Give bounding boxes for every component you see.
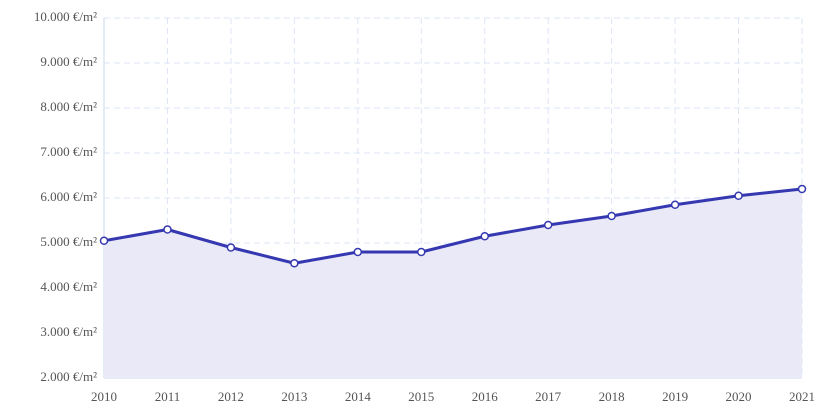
x-tick-label: 2012: [218, 389, 244, 404]
point: [480, 232, 489, 241]
point: [543, 220, 553, 230]
y-tick-label: 5.000 €/m²: [40, 234, 97, 249]
x-tick-label: 2014: [345, 389, 372, 404]
x-tick-label: 2016: [472, 389, 499, 404]
x-tick-label: 2018: [599, 389, 625, 404]
y-tick-label: 8.000 €/m²: [40, 99, 97, 114]
x-tick-label: 2013: [281, 389, 307, 404]
y-tick-label: 9.000 €/m²: [40, 54, 97, 69]
point: [353, 247, 363, 257]
point: [417, 247, 426, 257]
point: [226, 243, 236, 252]
y-tick-label: 3.000 €/m²: [40, 324, 97, 339]
x-tick-label: 2011: [155, 389, 181, 404]
area: [104, 189, 802, 378]
line: [103, 187, 803, 265]
y-tick-label: 2.000 €/m²: [40, 369, 97, 384]
x-tick-label: 2020: [726, 389, 752, 404]
y-tick-label: 6.000 €/m²: [40, 189, 97, 204]
x-tick-label: 2017: [535, 389, 562, 404]
point: [290, 259, 299, 268]
point: [99, 236, 109, 245]
point: [670, 200, 680, 209]
y-tick-label: 10.000 €/m²: [34, 9, 97, 24]
x-tick-label: 2010: [91, 389, 117, 404]
point: [797, 184, 807, 194]
x-tick-label: 2015: [408, 389, 434, 404]
point: [163, 225, 172, 234]
x-tick-label: 2019: [662, 389, 688, 404]
x-tick-label: 2021: [789, 389, 815, 404]
point: [734, 191, 743, 200]
y-tick-label: 7.000 €/m²: [40, 144, 97, 159]
point: [607, 211, 616, 221]
y-tick-label: 4.000 €/m²: [40, 279, 97, 294]
